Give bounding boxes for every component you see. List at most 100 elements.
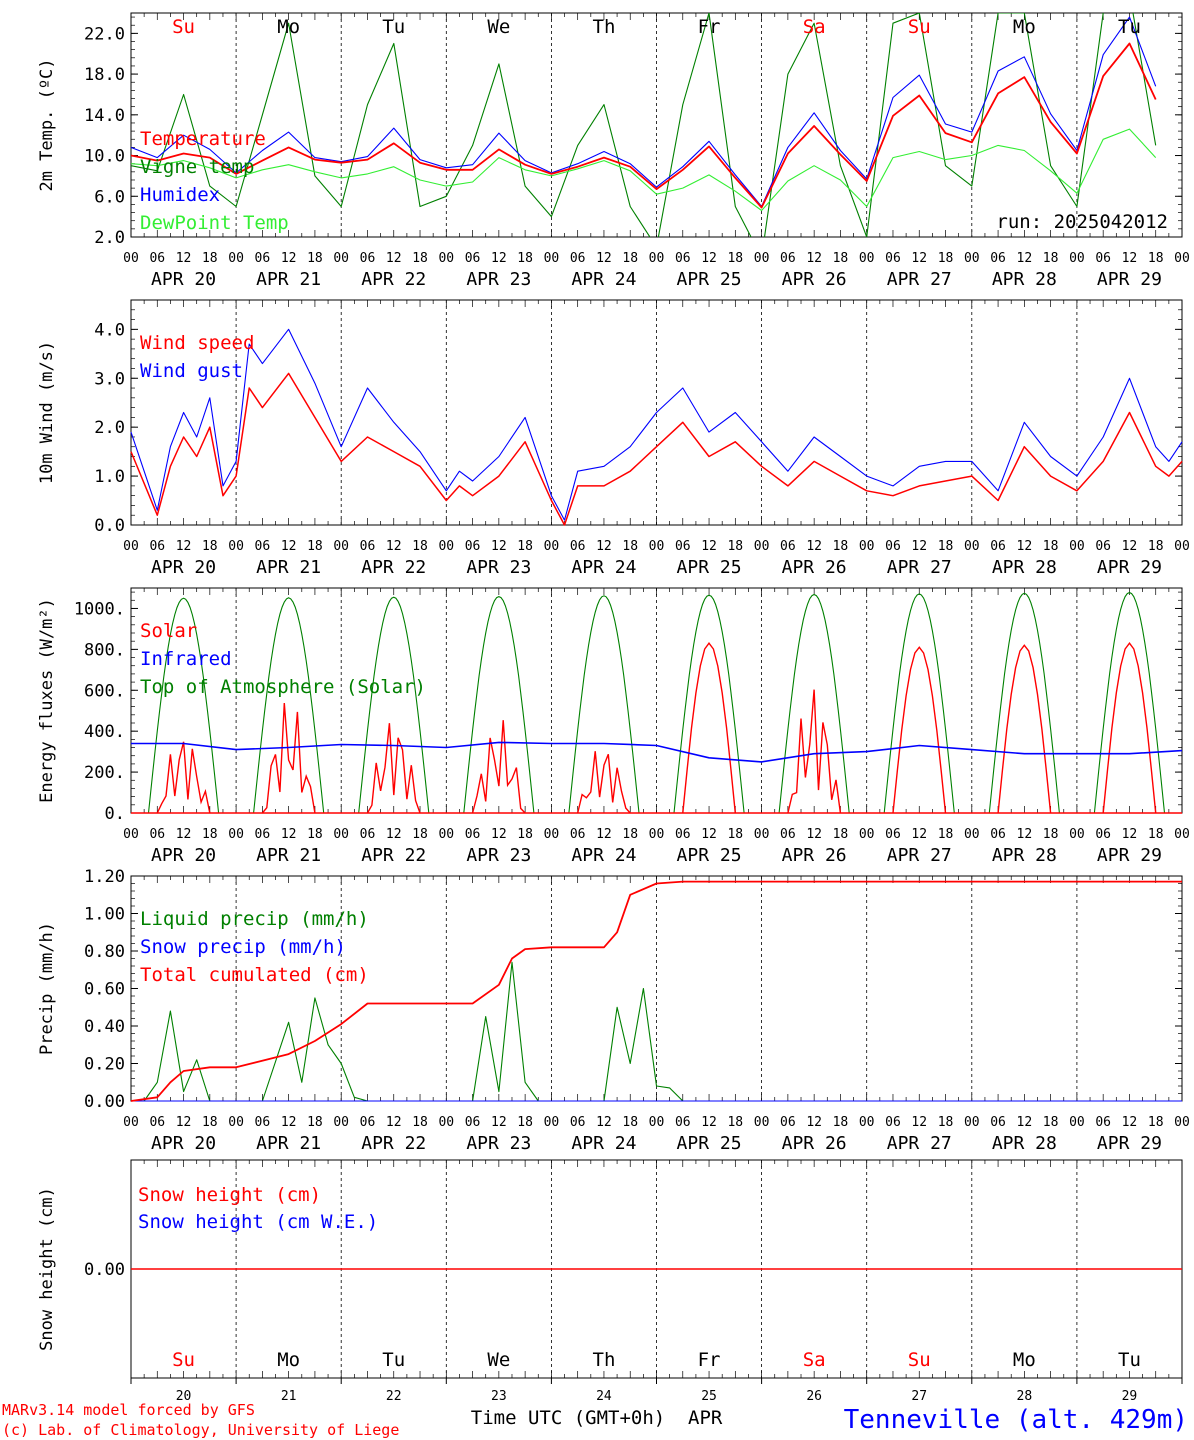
hour-tick-label: 12 [806, 1115, 822, 1130]
hour-tick-label: 00 [228, 1115, 244, 1130]
hour-tick-label: 18 [622, 251, 638, 266]
x-axis-month: APR [688, 1407, 723, 1429]
hour-tick-label: 18 [202, 827, 218, 842]
hour-tick-label: 00 [544, 827, 560, 842]
hour-tick-label: 06 [780, 539, 796, 554]
hour-tick-label: 06 [1095, 1115, 1111, 1130]
y-tick-label: 1.20 [84, 867, 125, 887]
y-tick-label: 10.0 [84, 147, 125, 167]
hour-tick-label: 06 [990, 251, 1006, 266]
day-label: We [487, 16, 510, 38]
hour-tick-label: 06 [1095, 827, 1111, 842]
day-label: Su [908, 16, 931, 38]
y-tick-label: 2.0 [94, 228, 125, 248]
hour-tick-label: 00 [123, 539, 139, 554]
legend-entry: Vigne temp [140, 156, 254, 178]
hour-tick-label: 06 [1095, 251, 1111, 266]
hour-tick-label: 06 [255, 1115, 271, 1130]
hour-tick-label: 00 [964, 827, 980, 842]
hour-tick-label: 18 [307, 539, 323, 554]
date-label: APR 26 [782, 269, 847, 290]
series-toa-solar [883, 593, 955, 814]
date-label: APR 25 [677, 845, 742, 866]
hour-tick-label: 12 [1122, 827, 1138, 842]
series-wind-speed [130, 372, 1183, 526]
y-tick-label: 0.60 [84, 980, 125, 1000]
y-tick-label: 0.00 [84, 1092, 125, 1112]
legend-entry: Wind gust [140, 360, 243, 382]
hour-tick-label: 00 [1174, 539, 1190, 554]
y-axis-title: Energy fluxes (W/m²) [37, 598, 57, 803]
hour-tick-label: 18 [412, 1115, 428, 1130]
hour-tick-label: 12 [701, 1115, 717, 1130]
hour-tick-label: 18 [517, 539, 533, 554]
hour-tick-label: 12 [1017, 251, 1033, 266]
series-total-cumulated [130, 880, 1182, 1102]
hour-tick-label: 00 [123, 827, 139, 842]
series-humidex [131, 16, 1157, 208]
day-label: Fr [698, 16, 721, 38]
bottom-day-label: Su [172, 1349, 195, 1371]
series-solar [156, 741, 211, 814]
date-label: APR 20 [151, 845, 216, 866]
hour-tick-label: 06 [255, 539, 271, 554]
hour-tick-label: 12 [701, 251, 717, 266]
hour-tick-label: 00 [228, 539, 244, 554]
station-title: Tenneville (alt. 429m) [844, 1405, 1188, 1435]
series-toa-solar [1093, 591, 1166, 814]
hour-tick-label: 00 [964, 539, 980, 554]
hour-tick-label: 00 [754, 251, 770, 266]
bottom-day-label: Mo [277, 1349, 300, 1371]
hour-tick-label: 12 [281, 539, 297, 554]
legend-entry: Top of Atmosphere (Solar) [140, 676, 426, 698]
hour-tick-label: 00 [859, 539, 875, 554]
hour-tick-label: 18 [938, 1115, 954, 1130]
series-toa-solar [988, 592, 1060, 814]
y-tick-label: 1000. [74, 599, 125, 619]
hour-tick-label: 18 [938, 539, 954, 554]
day-label: Mo [277, 16, 300, 38]
hour-tick-label: 12 [386, 1115, 402, 1130]
hour-tick-label: 00 [438, 827, 454, 842]
hour-tick-label: 18 [307, 1115, 323, 1130]
legend-entry: Snow height (cm) [138, 1184, 321, 1206]
series-dewpoint-temp [131, 128, 1157, 212]
hour-tick-label: 06 [465, 827, 481, 842]
hour-tick-label: 12 [386, 251, 402, 266]
hour-tick-label: 18 [833, 1115, 849, 1130]
hour-tick-label: 00 [123, 1115, 139, 1130]
series-toa-solar [778, 593, 850, 814]
hour-tick-label: 18 [517, 1115, 533, 1130]
hour-tick-label: 12 [1122, 539, 1138, 554]
bottom-day-label: Sa [803, 1349, 826, 1371]
hour-tick-label: 18 [202, 1115, 218, 1130]
hour-tick-label: 06 [149, 251, 165, 266]
hour-tick-label: 12 [1017, 539, 1033, 554]
bottom-date-number: 29 [1122, 1389, 1138, 1404]
panel-frame [130, 12, 1183, 238]
date-label: APR 29 [1097, 845, 1162, 866]
series-solar [682, 642, 736, 814]
hour-tick-label: 00 [859, 827, 875, 842]
date-label: APR 24 [571, 269, 636, 290]
bottom-date-number: 20 [176, 1389, 192, 1404]
y-tick-label: 4.0 [94, 320, 125, 340]
series-toa-solar [253, 597, 325, 814]
series-solar [1102, 642, 1157, 814]
y-tick-label: 0.00 [84, 1260, 125, 1280]
hour-tick-label: 00 [964, 251, 980, 266]
bottom-date-number: 21 [281, 1389, 297, 1404]
day-label: Sa [803, 16, 826, 38]
hour-tick-label: 06 [360, 1115, 376, 1130]
y-tick-label: 0.20 [84, 1055, 125, 1075]
date-label: APR 26 [782, 557, 847, 578]
hour-tick-label: 00 [649, 539, 665, 554]
hour-tick-label: 12 [596, 1115, 612, 1130]
hour-tick-label: 00 [333, 827, 349, 842]
hour-tick-label: 18 [938, 251, 954, 266]
hour-tick-label: 06 [570, 827, 586, 842]
hour-tick-label: 06 [885, 827, 901, 842]
bottom-date-number: 23 [491, 1389, 507, 1404]
hour-tick-label: 18 [307, 251, 323, 266]
